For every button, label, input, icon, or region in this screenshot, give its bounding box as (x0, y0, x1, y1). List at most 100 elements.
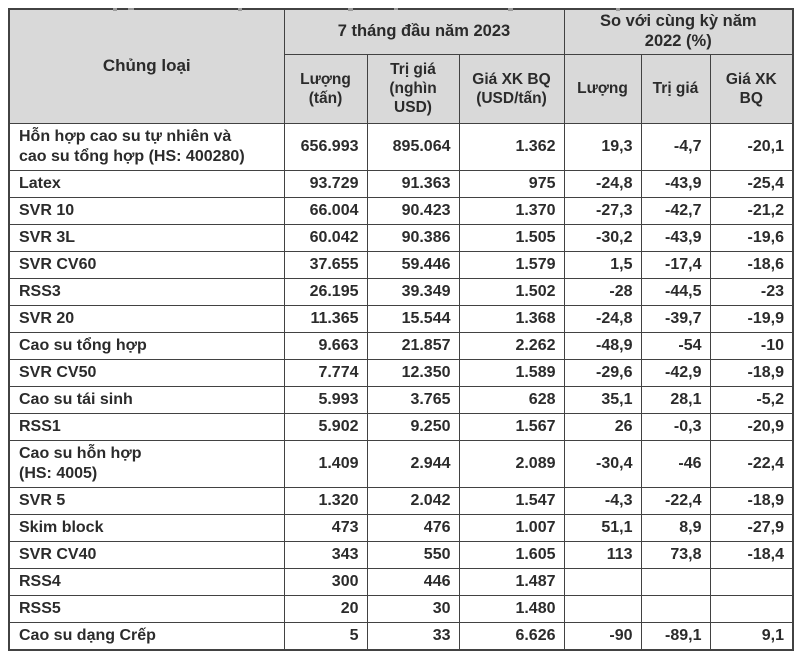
category-cell: Cao su hỗn hợp (HS: 4005) (8, 439, 285, 488)
table-row: SVR CV40 343 550 1.605 113 73,8 -18,4 (8, 540, 794, 569)
value-cell: 1.589 (458, 358, 565, 387)
value-cell: 1.505 (458, 223, 565, 252)
value-cell: -5,2 (709, 385, 794, 414)
table-row: SVR CV50 7.774 12.350 1.589 -29,6 -42,9 … (8, 358, 794, 387)
table-header: Chủng loại 7 tháng đầu năm 2023 So với c… (8, 8, 794, 124)
text-fragment (128, 8, 134, 10)
value-cell: -18,6 (709, 250, 794, 279)
text-fragment (394, 8, 398, 10)
value-cell: -22,4 (640, 486, 711, 515)
value-cell: 476 (366, 513, 460, 542)
value-cell: 1.409 (283, 439, 368, 488)
value-cell: -30,2 (563, 223, 642, 252)
value-cell: 1.579 (458, 250, 565, 279)
table-row: RSS4 300 446 1.487 (8, 567, 794, 596)
value-cell: 5.993 (283, 385, 368, 414)
value-cell (709, 567, 794, 596)
category-cell: SVR 3L (8, 223, 285, 252)
value-cell: 1,5 (563, 250, 642, 279)
value-cell: 9.250 (366, 412, 460, 441)
header-sub-row: Lượng (tấn) Trị giá (nghìn USD) Giá XK B… (9, 53, 794, 124)
value-cell (640, 594, 711, 623)
value-cell: -0,3 (640, 412, 711, 441)
value-cell: 93.729 (283, 169, 368, 198)
value-cell: -43,9 (640, 223, 711, 252)
value-cell: -27,3 (563, 196, 642, 225)
value-cell: 5.902 (283, 412, 368, 441)
value-cell: -30,4 (563, 439, 642, 488)
value-cell (709, 594, 794, 623)
value-cell: 60.042 (283, 223, 368, 252)
category-cell: SVR 10 (8, 196, 285, 225)
category-cell: Latex (8, 169, 285, 198)
value-cell: -43,9 (640, 169, 711, 198)
table-row: Hỗn hợp cao su tự nhiên và cao su tổng h… (8, 122, 794, 171)
cropped-text-fragments (0, 8, 800, 14)
value-cell: 895.064 (366, 122, 460, 171)
value-cell: 2.944 (366, 439, 460, 488)
value-cell: 1.320 (283, 486, 368, 515)
value-cell: 19,3 (563, 122, 642, 171)
value-cell: 15.544 (366, 304, 460, 333)
value-cell: 1.487 (458, 567, 565, 596)
value-cell: -29,6 (563, 358, 642, 387)
value-cell: 90.423 (366, 196, 460, 225)
header-quantity-tons: Lượng (tấn) (283, 53, 368, 124)
category-cell: Cao su tổng hợp (8, 331, 285, 360)
table-row: Cao su tái sinh 5.993 3.765 628 35,1 28,… (8, 385, 794, 414)
table-row: Cao su dạng Crếp 5 33 6.626 -90 -89,1 9,… (8, 621, 794, 651)
table-row: SVR 5 1.320 2.042 1.547 -4,3 -22,4 -18,9 (8, 486, 794, 515)
value-cell: 1.368 (458, 304, 565, 333)
value-cell: -89,1 (640, 621, 711, 651)
value-cell: -18,9 (709, 358, 794, 387)
value-cell (640, 567, 711, 596)
value-cell: -28 (563, 277, 642, 306)
value-cell: -17,4 (640, 250, 711, 279)
header-avg-price-pct: Giá XK BQ (709, 53, 794, 124)
value-cell: -23 (709, 277, 794, 306)
value-cell: -10 (709, 331, 794, 360)
value-cell: -4,7 (640, 122, 711, 171)
value-cell: -25,4 (709, 169, 794, 198)
value-cell: 7.774 (283, 358, 368, 387)
value-cell: -18,9 (709, 486, 794, 515)
text-fragment (348, 8, 353, 11)
value-cell: 8,9 (640, 513, 711, 542)
value-cell: 1.362 (458, 122, 565, 171)
value-cell: -22,4 (709, 439, 794, 488)
value-cell: 446 (366, 567, 460, 596)
value-cell: 51,1 (563, 513, 642, 542)
value-cell: 300 (283, 567, 368, 596)
text-fragment (113, 8, 117, 11)
value-cell: -19,6 (709, 223, 794, 252)
value-cell: -39,7 (640, 304, 711, 333)
value-cell: 66.004 (283, 196, 368, 225)
value-cell: -48,9 (563, 331, 642, 360)
value-cell: 656.993 (283, 122, 368, 171)
value-cell: 628 (458, 385, 565, 414)
value-cell: -90 (563, 621, 642, 651)
value-cell: -46 (640, 439, 711, 488)
value-cell: 6.626 (458, 621, 565, 651)
value-cell: 1.480 (458, 594, 565, 623)
value-cell: -20,9 (709, 412, 794, 441)
value-cell: -20,1 (709, 122, 794, 171)
value-cell: 26.195 (283, 277, 368, 306)
table-body: Hỗn hợp cao su tự nhiên và cao su tổng h… (8, 122, 794, 651)
value-cell (563, 567, 642, 596)
value-cell: 39.349 (366, 277, 460, 306)
value-cell: 1.502 (458, 277, 565, 306)
category-cell: SVR CV60 (8, 250, 285, 279)
value-cell (563, 594, 642, 623)
value-cell: 35,1 (563, 385, 642, 414)
category-cell: RSS5 (8, 594, 285, 623)
rubber-export-table: Chủng loại 7 tháng đầu năm 2023 So với c… (8, 8, 794, 651)
category-cell: Cao su tái sinh (8, 385, 285, 414)
table-row: Latex 93.729 91.363 975 -24,8 -43,9 -25,… (8, 169, 794, 198)
value-cell: 473 (283, 513, 368, 542)
category-cell: Hỗn hợp cao su tự nhiên và cao su tổng h… (8, 122, 285, 171)
value-cell: -19,9 (709, 304, 794, 333)
table-row: SVR 10 66.004 90.423 1.370 -27,3 -42,7 -… (8, 196, 794, 225)
category-cell: RSS1 (8, 412, 285, 441)
text-fragment (508, 8, 513, 11)
